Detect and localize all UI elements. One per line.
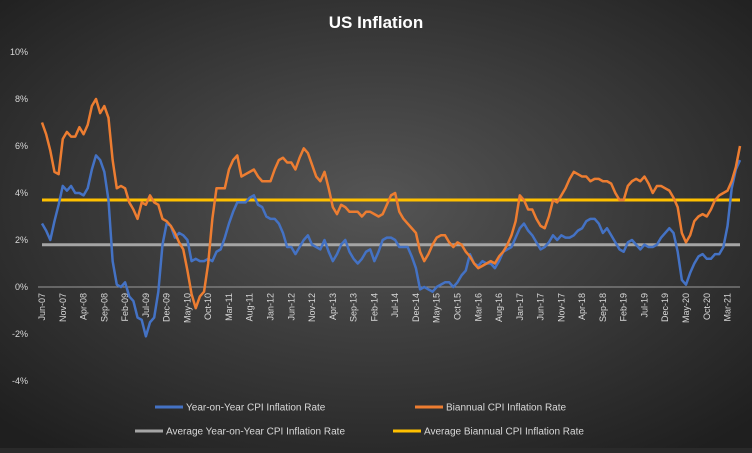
x-tick-label: Jun-17 (536, 293, 546, 321)
x-tick-label: Dec-09 (162, 293, 172, 322)
x-tick-label: Jul-09 (141, 293, 151, 318)
series-line (40, 97, 742, 310)
chart-title: US Inflation (329, 13, 423, 32)
x-tick-label: Aug-11 (245, 293, 255, 321)
x-tick-label: Nov-17 (556, 293, 566, 322)
x-tick-label: Mar-11 (224, 293, 234, 321)
x-tick-label: May-10 (182, 293, 192, 323)
x-tick-label: Apr-18 (577, 293, 587, 320)
x-tick-label: Nov-12 (307, 293, 317, 322)
x-tick-label: Sep-18 (598, 293, 608, 322)
x-tick-label: Jan-17 (515, 293, 525, 321)
y-tick-label: 10% (10, 47, 28, 57)
x-tick-label: Jun-12 (286, 293, 296, 321)
x-tick-label: Oct-20 (702, 293, 712, 320)
x-tick-label: Jun-07 (37, 293, 47, 321)
x-tick-label: Apr-13 (328, 293, 338, 320)
legend-label: Biannual CPI Inflation Rate (446, 403, 567, 414)
x-tick-label: Oct-15 (452, 293, 462, 320)
x-tick-label: Jan-12 (266, 293, 276, 321)
x-tick-label: Feb-09 (120, 293, 130, 322)
legend-label: Year-on-Year CPI Inflation Rate (186, 403, 326, 414)
x-tick-label: Oct-10 (203, 293, 213, 320)
x-tick-label: Mar-16 (473, 293, 483, 322)
series-line (40, 154, 742, 338)
x-tick-label: May-15 (432, 293, 442, 323)
x-tick-label: Jul-14 (390, 293, 400, 318)
y-tick-label: 8% (15, 94, 28, 104)
legend-label: Average Biannual CPI Inflation Rate (424, 427, 584, 438)
x-tick-label: Aug-16 (494, 293, 504, 322)
x-tick-label: Mar-21 (723, 293, 733, 322)
x-tick-label: Dec-14 (411, 293, 421, 322)
legend-label: Average Year-on-Year CPI Inflation Rate (166, 427, 345, 438)
y-tick-label: -2% (12, 329, 28, 339)
y-tick-label: 4% (15, 188, 28, 198)
x-tick-label: Dec-19 (660, 293, 670, 322)
x-tick-label: Feb-14 (369, 293, 379, 322)
x-tick-label: Sep-08 (99, 293, 109, 322)
x-tick-label: May-20 (681, 293, 691, 323)
y-tick-label: 2% (15, 235, 28, 245)
x-tick-label: Feb-19 (619, 293, 629, 322)
y-tick-label: 0% (15, 282, 28, 292)
x-tick-label: Sep-13 (349, 293, 359, 322)
x-tick-label: Apr-08 (79, 293, 89, 320)
y-tick-label: -4% (12, 376, 28, 386)
x-tick-label: Jul-19 (639, 293, 649, 318)
y-tick-label: 6% (15, 141, 28, 151)
x-tick-label: Nov-07 (58, 293, 68, 322)
